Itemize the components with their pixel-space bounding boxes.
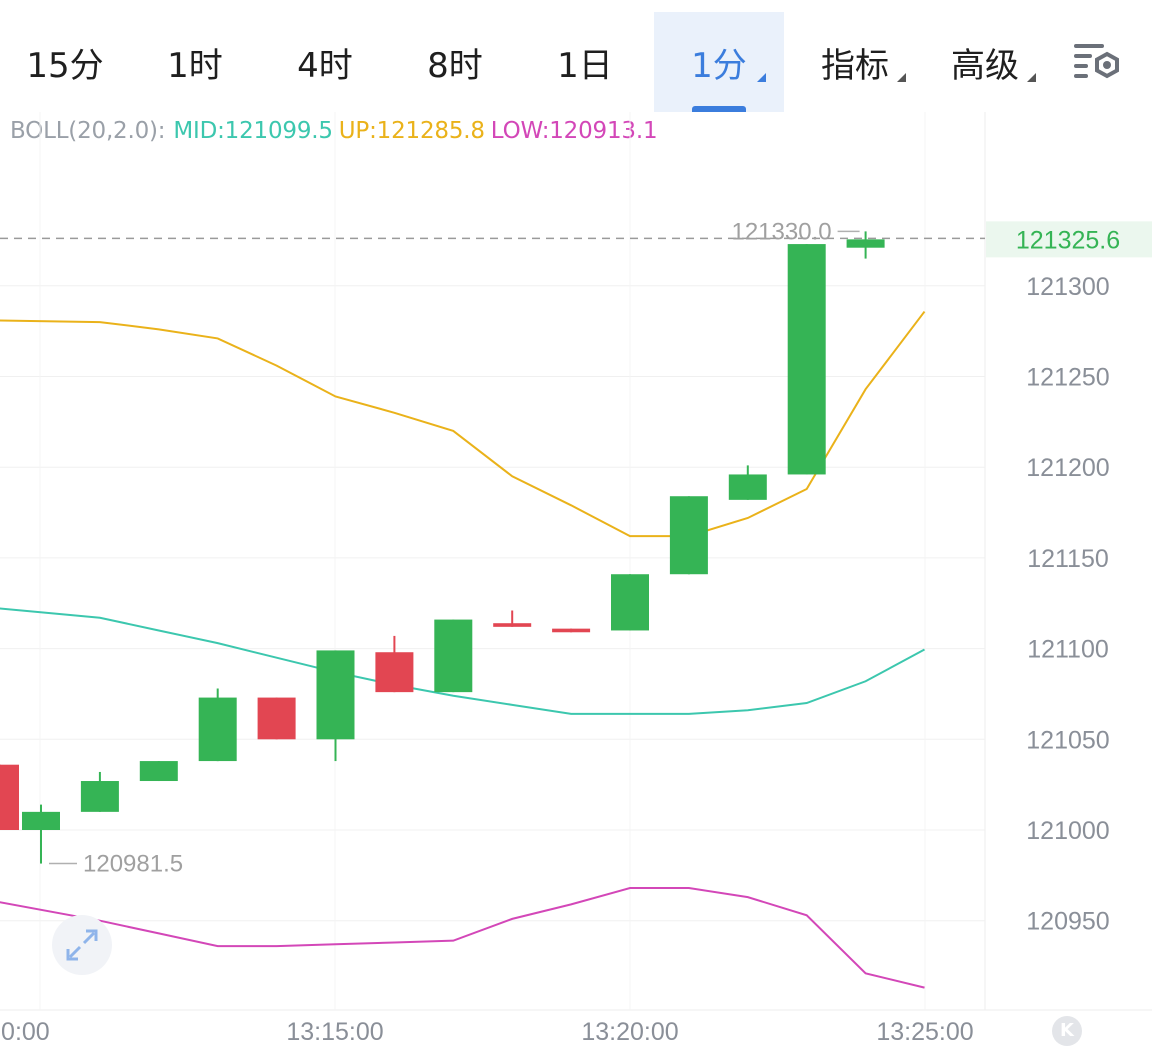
timeframe-tab-bar: 15分 1时 4时 8时 1日 1分 指标 高级 xyxy=(0,0,1152,112)
k-logo-badge[interactable]: K xyxy=(1052,1016,1082,1046)
tab-2[interactable]: 4时 xyxy=(280,12,370,112)
candle-body xyxy=(375,652,414,693)
candle-body xyxy=(22,811,60,830)
tab-label: 1分 xyxy=(691,45,747,86)
boll-name: BOLL(20,2.0): xyxy=(10,118,166,144)
candle-body xyxy=(198,697,237,762)
x-tick-label: 13:20:00 xyxy=(581,1018,678,1042)
tab-label: 高级 xyxy=(951,45,1019,86)
candle-body xyxy=(257,697,296,740)
tab-1[interactable]: 1时 xyxy=(150,12,240,112)
tab-5[interactable]: 1分 xyxy=(654,12,784,112)
candle-body xyxy=(611,574,649,631)
x-tick-label: 3:10:00 xyxy=(0,1018,50,1042)
min-price-label: 120981.5 xyxy=(83,851,183,878)
candle-body xyxy=(139,761,178,782)
tab-label: 1时 xyxy=(167,45,223,86)
boll-mid-value: MID:121099.5 xyxy=(173,118,333,144)
tab-3[interactable]: 8时 xyxy=(410,12,500,112)
candlestick-chart[interactable]: 121300 121250 121200 121150 121100 121050 1210… xyxy=(0,112,1152,1042)
fullscreen-toggle-button[interactable] xyxy=(52,915,112,975)
y-tick-label: 121000 xyxy=(1026,817,1109,845)
max-price-label: 121330.0 xyxy=(731,218,831,245)
candle-body xyxy=(552,628,591,633)
tab-7[interactable]: 高级 xyxy=(930,12,1040,112)
candle-body xyxy=(493,623,532,627)
tab-0[interactable]: 15分 xyxy=(20,12,110,112)
current-price-tag: 121325.6 xyxy=(1016,226,1120,254)
active-tab-indicator xyxy=(692,106,746,112)
tab-label: 指标 xyxy=(821,45,889,86)
candle-body xyxy=(728,474,767,500)
y-tick-label: 121300 xyxy=(1026,273,1109,301)
boll-line-up xyxy=(0,310,926,538)
chart-settings-icon[interactable] xyxy=(1070,40,1126,86)
tab-label: 15分 xyxy=(26,45,104,86)
candle-body xyxy=(669,496,708,575)
hidden-helper xyxy=(0,607,1152,714)
boll-line-low xyxy=(0,887,925,989)
hidden-helper xyxy=(0,312,1152,537)
expand-arrows-icon xyxy=(66,929,98,961)
tab-label: 1日 xyxy=(557,45,613,86)
y-tick-label: 120950 xyxy=(1026,908,1109,936)
candle-body xyxy=(80,781,119,812)
boll-up-value: UP:121285.8 xyxy=(338,118,485,144)
y-tick-label: 121100 xyxy=(1027,636,1109,664)
tab-label: 4时 xyxy=(297,45,353,86)
y-tick-label: 121150 xyxy=(1027,545,1109,573)
y-tick-label: 121200 xyxy=(1026,454,1109,482)
tab-label: 8时 xyxy=(427,45,483,86)
tab-4[interactable]: 1日 xyxy=(540,12,630,112)
y-tick-label: 121050 xyxy=(1026,726,1109,754)
candle-body xyxy=(846,239,885,248)
dropdown-caret-icon xyxy=(897,73,906,82)
dropdown-caret-icon xyxy=(757,73,766,82)
candle-body xyxy=(787,244,826,475)
y-tick-label: 121250 xyxy=(1026,364,1109,392)
candle-body xyxy=(434,619,473,693)
candle-body xyxy=(0,764,19,830)
dropdown-caret-icon xyxy=(1027,73,1036,82)
candle-body xyxy=(316,650,355,740)
x-tick-label: 13:25:00 xyxy=(876,1018,973,1042)
boll-line-mid xyxy=(0,607,925,715)
tab-6[interactable]: 指标 xyxy=(800,12,910,112)
current-price-tag-bg xyxy=(986,221,1152,258)
x-tick-label: 13:15:00 xyxy=(286,1018,383,1042)
